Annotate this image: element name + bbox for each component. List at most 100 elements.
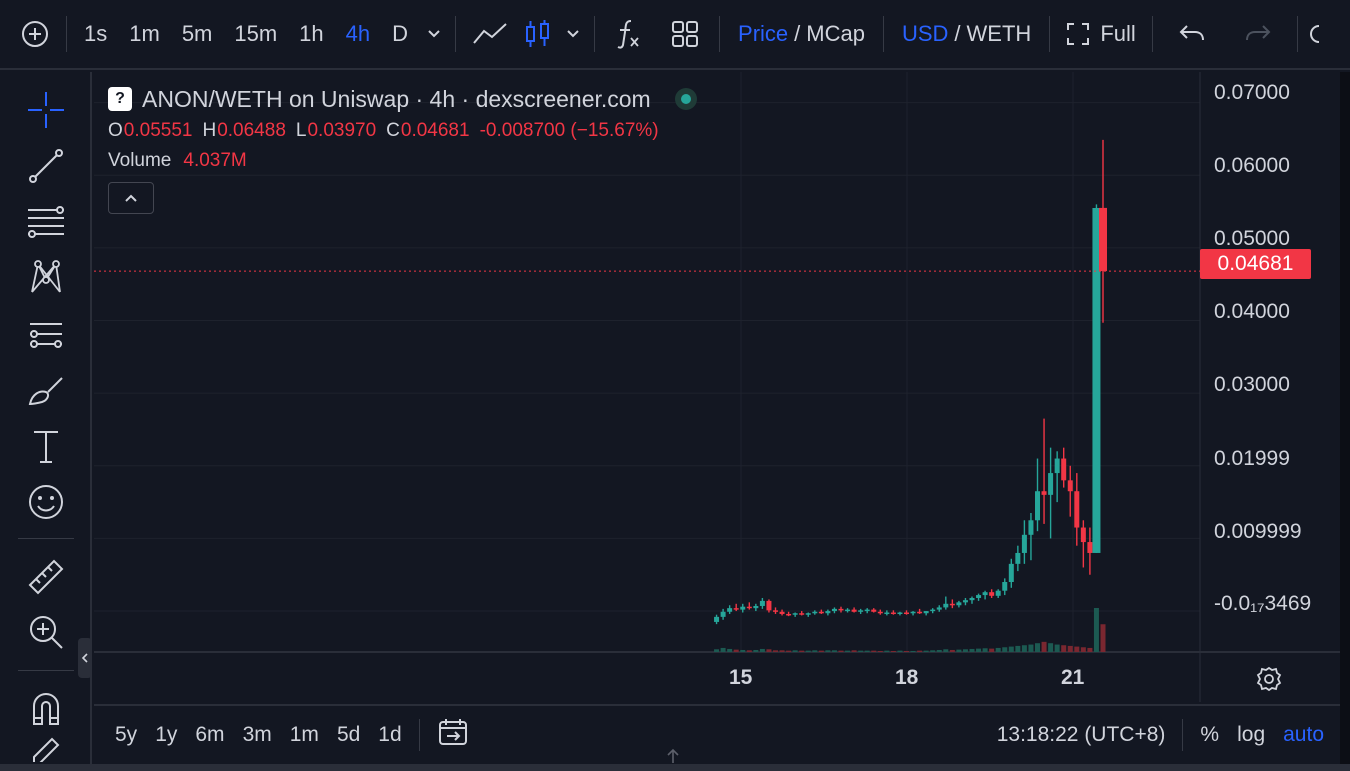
candle-body [1054, 458, 1060, 474]
volume-bar [864, 650, 870, 652]
collapse-toolbar-button[interactable] [78, 638, 92, 678]
weth-option[interactable]: WETH [966, 21, 1032, 46]
price-option[interactable]: Price [738, 21, 789, 46]
interval-group: 1s 1m 5m 15m 1h 4h D [73, 0, 419, 69]
candle-body [766, 600, 772, 611]
collapse-legend-button[interactable] [108, 182, 154, 214]
candle-body [799, 613, 805, 615]
forecast-tool[interactable] [22, 310, 70, 358]
range-5d-button[interactable]: 5d [336, 723, 361, 746]
range-6m-button[interactable]: 6m [195, 723, 225, 746]
redo-button[interactable] [1225, 0, 1291, 69]
price-tick-label: 0.04000 [1214, 300, 1290, 323]
candle-body [838, 608, 844, 611]
candle-body [904, 612, 909, 615]
clock-display[interactable]: 13:18:22 (UTC+8) [996, 723, 1166, 746]
interval-1h-button[interactable]: 1h [299, 21, 324, 46]
mcap-option[interactable]: MCap [806, 21, 865, 46]
auto-scale-toggle[interactable]: auto [1283, 723, 1324, 746]
magnet-tool[interactable] [22, 684, 70, 732]
more-options-partial[interactable] [1304, 0, 1326, 69]
usd-option[interactable]: USD [901, 21, 949, 46]
brush-icon [28, 377, 63, 406]
text-tool[interactable] [22, 422, 70, 470]
symbol-unknown-icon[interactable]: ? [108, 87, 132, 111]
candle-body [1099, 207, 1107, 272]
candle-body [871, 609, 877, 612]
candle-body [1092, 207, 1101, 553]
candle-body [1087, 542, 1093, 553]
brush-tool[interactable] [22, 366, 70, 414]
candle-body [877, 611, 883, 614]
trend-line-tool[interactable] [22, 142, 70, 190]
volume-bar [910, 650, 916, 652]
add-symbol-button[interactable] [0, 0, 60, 69]
time-tick-label: 15 [729, 666, 753, 689]
price-tick-label: 0.01999 [1214, 447, 1290, 470]
line-chart-button[interactable] [462, 0, 518, 69]
range-5y-button[interactable]: 5y [115, 723, 138, 746]
toolbar-divider [418, 719, 420, 751]
volume-bar [740, 649, 746, 652]
log-scale-toggle[interactable]: log [1237, 723, 1266, 746]
volume-bar [1002, 647, 1008, 652]
candle-body [812, 611, 818, 614]
volume-bar [943, 649, 949, 652]
volume-bar [1041, 641, 1047, 652]
measure-tool[interactable] [22, 553, 70, 601]
range-3m-button[interactable]: 3m [242, 723, 272, 746]
percent-scale-toggle[interactable]: % [1200, 723, 1220, 746]
toolbar-divider [66, 16, 67, 52]
high-value: 0.06488 [217, 120, 286, 141]
range-1m-button[interactable]: 1m [289, 723, 319, 746]
interval-1s-button[interactable]: 1s [84, 21, 108, 46]
range-1y-button[interactable]: 1y [155, 723, 178, 746]
price-tick-label: 0.07000 [1214, 81, 1290, 104]
interval-5m-button[interactable]: 5m [181, 21, 213, 46]
fib-tool[interactable] [22, 198, 70, 246]
candle-body [1048, 473, 1054, 495]
chart-type-dropdown-button[interactable] [558, 0, 588, 69]
price-mcap-toggle[interactable]: Price / MCap [726, 0, 877, 69]
interval-4h-button[interactable]: 4h [345, 21, 371, 46]
price-tick-label: 0.06000 [1214, 154, 1290, 177]
volume-bar [773, 650, 778, 652]
candle-body [890, 612, 896, 615]
volume-bar [1035, 643, 1040, 652]
zoom-tool[interactable] [22, 608, 70, 656]
volume-bar [904, 650, 909, 652]
interval-15m-button[interactable]: 15m [234, 21, 278, 46]
change-value: -0.008700 (−15.67%) [479, 120, 659, 141]
chart-settings-button[interactable] [1256, 666, 1282, 697]
layout-button[interactable] [657, 0, 713, 69]
interval-1m-button[interactable]: 1m [129, 21, 160, 46]
horizontal-lines-icon [28, 206, 64, 238]
chart-pane[interactable] [94, 72, 1340, 702]
emoji-tool[interactable] [22, 478, 70, 526]
currency-toggle[interactable]: USD / WETH [890, 0, 1043, 69]
volume-bar [949, 649, 955, 652]
range-group: 5y 1y 6m 3m 1m 5d 1d [94, 723, 411, 747]
candlestick-chart[interactable] [94, 72, 1340, 702]
volume-bar [923, 650, 929, 652]
drag-handle[interactable] [666, 748, 680, 769]
go-to-date-button[interactable] [428, 717, 478, 753]
candle-body [1028, 520, 1034, 535]
volume-bar [890, 650, 896, 652]
indicators-button[interactable] [601, 0, 657, 69]
range-1d-button[interactable]: 1d [378, 723, 402, 746]
pencil-icon [33, 737, 60, 762]
interval-dropdown-button[interactable] [419, 0, 449, 69]
candle-chart-button[interactable] [518, 0, 558, 69]
undo-button[interactable] [1159, 0, 1225, 69]
pattern-tool[interactable] [22, 254, 70, 302]
magnet-icon [33, 693, 59, 725]
crosshair-tool[interactable] [22, 86, 70, 134]
volume-bar [714, 649, 720, 652]
lock-tool-partial[interactable] [22, 736, 70, 762]
fullscreen-button[interactable]: Full [1056, 0, 1145, 69]
volume-bar [753, 649, 759, 652]
interval-d-button[interactable]: D [392, 21, 409, 46]
volume-bar [1087, 647, 1093, 652]
candle-body [714, 616, 720, 622]
